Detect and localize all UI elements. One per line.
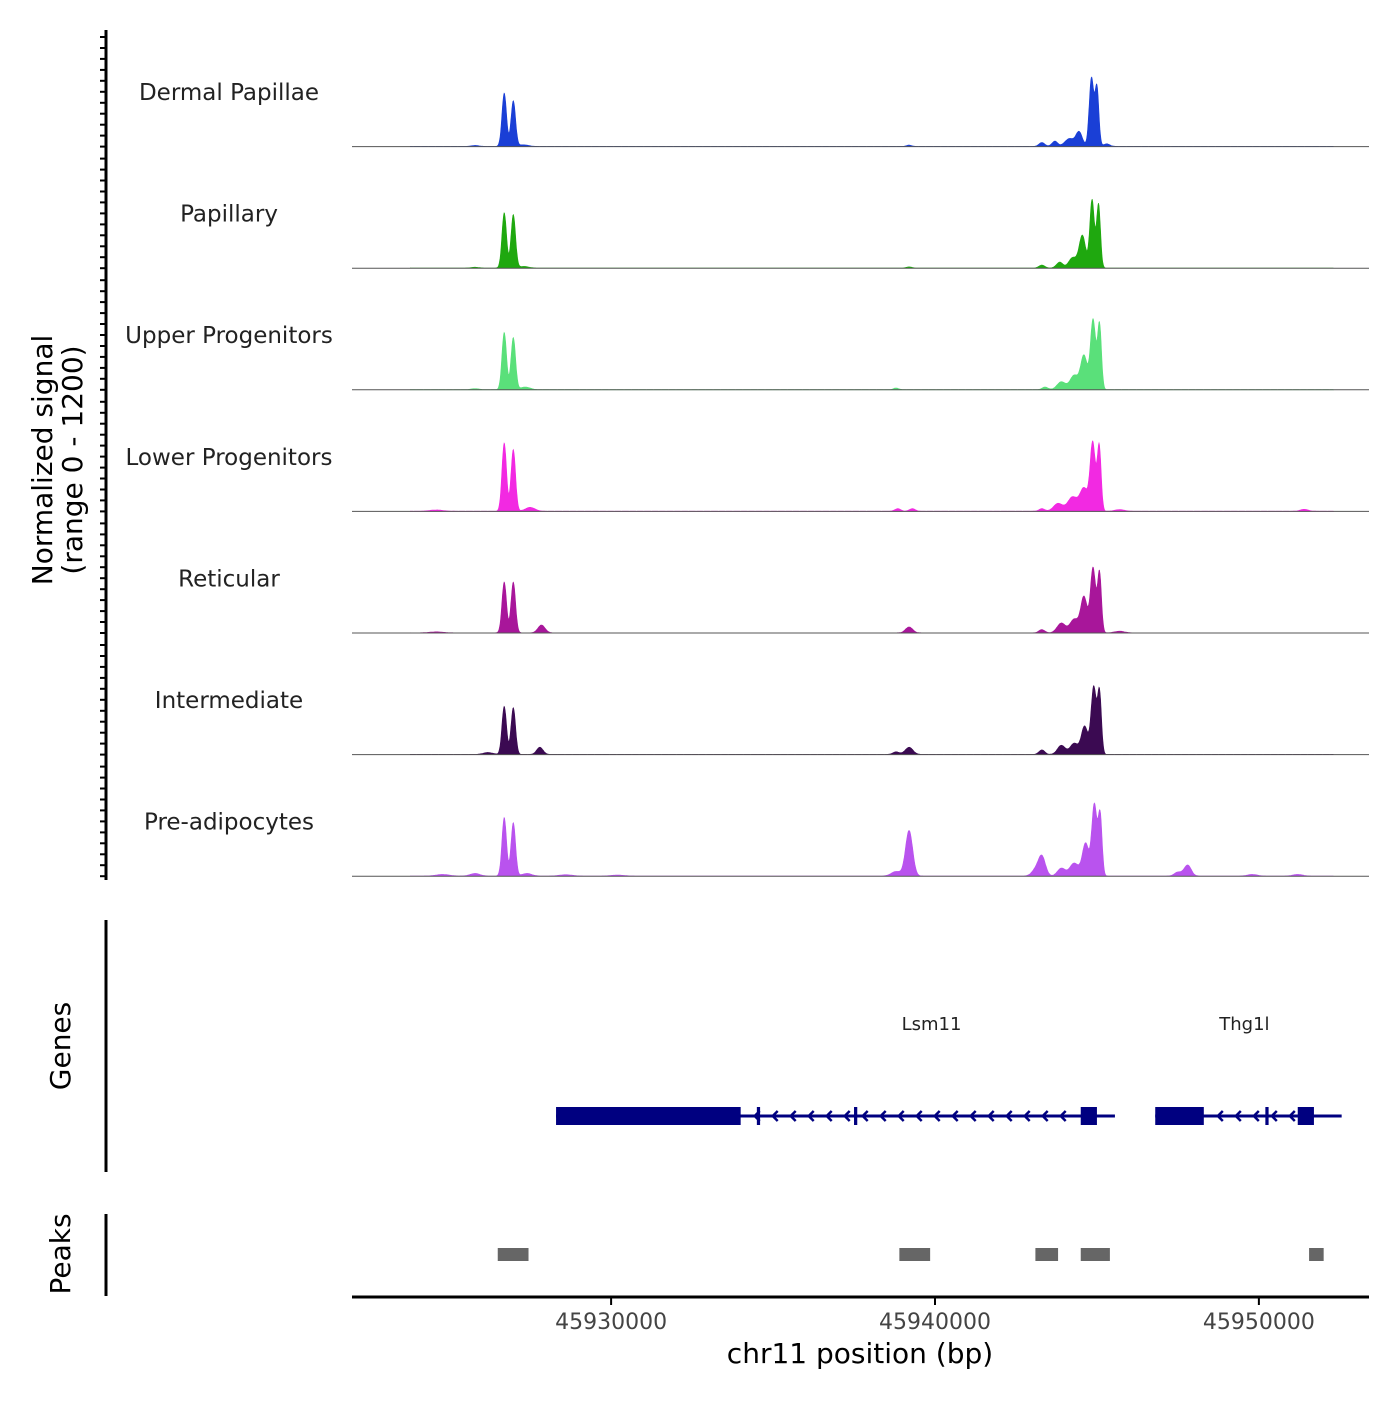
gene-exon-small [756, 1107, 761, 1125]
gene-exon [1297, 1107, 1314, 1125]
y-axis-label-line2: (range 0 - 1200) [56, 345, 89, 574]
signal-tracks: Dermal Papillae Papillary Upper Progenitor… [125, 76, 1369, 877]
gene-thg1l: Thg1l [1155, 1014, 1342, 1125]
track-upper-progenitors: Upper Progenitors [125, 318, 1369, 391]
x-tick-label: 45940000 [879, 1310, 991, 1335]
strand-arrows [752, 1110, 1067, 1122]
peak-region [497, 1248, 529, 1261]
track-intermediate: Intermediate [155, 684, 1369, 756]
x-axis-label: chr11 position (bp) [727, 1337, 993, 1370]
gene-label: Thg1l [1218, 1014, 1269, 1035]
y-axis-label-line1: Normalized signal [26, 335, 59, 586]
y-axis-label: Normalized signal (range 0 - 1200) [26, 335, 89, 586]
peak-region [1309, 1248, 1324, 1261]
x-tick-label: 45930000 [555, 1310, 667, 1335]
track-reticular: Reticular [178, 566, 1369, 634]
track-label: Reticular [178, 566, 280, 592]
peak-track [497, 1248, 1324, 1261]
track-lower-progenitors: Lower Progenitors [126, 440, 1369, 512]
track-label: Lower Progenitors [126, 445, 333, 471]
signal-area [410, 198, 1335, 269]
signal-area [410, 76, 1335, 147]
signal-area [410, 440, 1335, 512]
track-papillary: Papillary [180, 198, 1369, 269]
gene-exon-small [1265, 1107, 1269, 1125]
gene-label: Lsm11 [902, 1014, 962, 1035]
gene-exon-small [854, 1107, 858, 1125]
x-tick-label: 45950000 [1203, 1310, 1315, 1335]
peak-region [1080, 1248, 1110, 1261]
signal-area [410, 318, 1335, 391]
track-label: Papillary [180, 202, 278, 228]
track-dermal-papillae: Dermal Papillae [139, 76, 1369, 148]
peaks-label: Peaks [44, 1213, 77, 1294]
gene-track: Lsm11 Thg1l [556, 1014, 1342, 1125]
genes-label: Genes [44, 1002, 77, 1090]
gene-lsm11: Lsm11 [556, 1014, 1115, 1125]
track-label: Dermal Papillae [139, 80, 319, 106]
signal-area [410, 802, 1335, 877]
peak-region [1035, 1248, 1059, 1261]
x-axis-ticks: 45930000 45940000 45950000 [555, 1297, 1315, 1335]
track-label: Pre-adipocytes [144, 810, 314, 836]
peak-region [899, 1248, 931, 1261]
gene-exon [1080, 1107, 1097, 1125]
strand-arrows [1216, 1110, 1296, 1122]
signal-area [410, 684, 1335, 755]
gene-exon [1155, 1107, 1204, 1125]
gene-exon [556, 1107, 741, 1125]
y-axis-ticks [100, 36, 106, 878]
track-label: Intermediate [155, 688, 303, 714]
signal-area [410, 566, 1335, 634]
track-pre-adipocytes: Pre-adipocytes [144, 802, 1369, 877]
track-label: Upper Progenitors [125, 323, 333, 349]
